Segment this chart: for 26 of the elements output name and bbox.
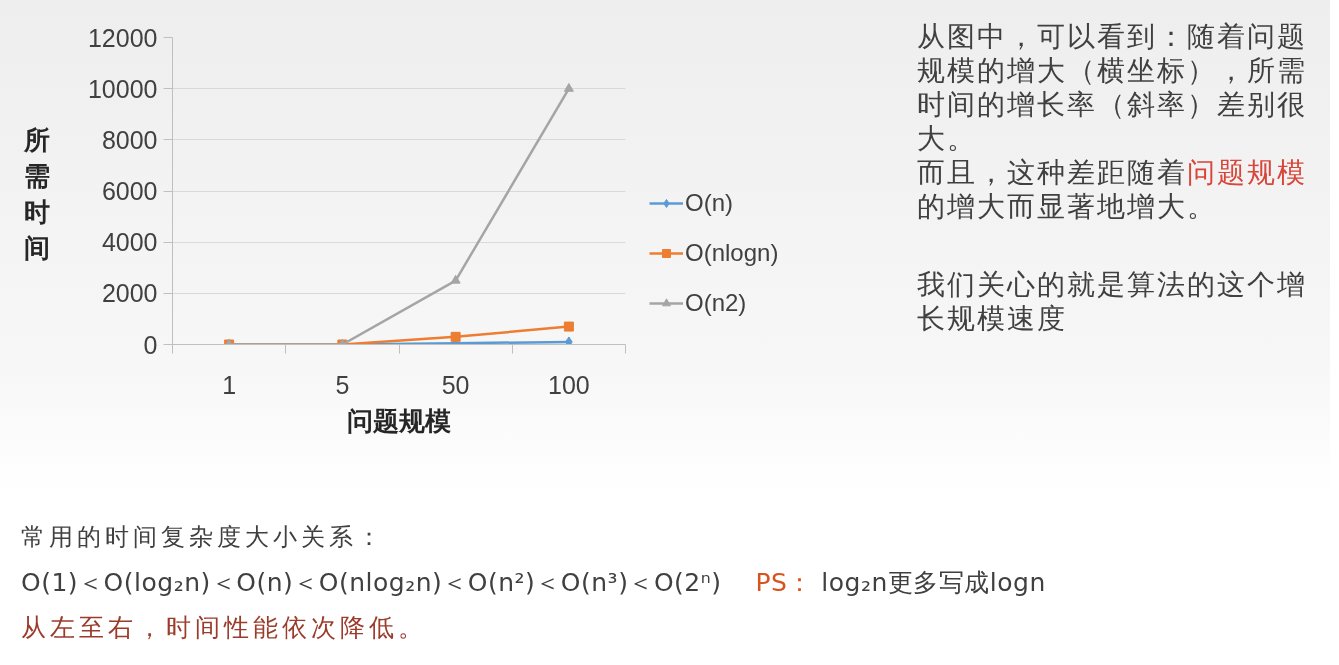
text: log₂n更多写成logn bbox=[821, 568, 1046, 597]
text: 从图中，可以看到：随着问题规模的增大（横坐标），所需时间的增长率（斜率）差别很大。 bbox=[917, 20, 1308, 156]
x-tick-label: 100 bbox=[548, 370, 590, 399]
y-tick-label: 12000 bbox=[87, 23, 158, 52]
text: 我们关心的就是算法的这个增长规模速度 bbox=[917, 268, 1308, 336]
y-tick-label: 6000 bbox=[101, 177, 158, 205]
x-tick-label: 1 bbox=[222, 370, 237, 399]
x-axis-title: 问题规模 bbox=[347, 405, 451, 436]
text: 而且，这种差距随着 bbox=[917, 156, 1187, 189]
legend-label: O(nlogn) bbox=[685, 239, 779, 267]
legend-label: O(n) bbox=[685, 189, 733, 217]
y-tick-label: 0 bbox=[143, 330, 158, 359]
text: O(1)＜O(log₂n)＜O(n)＜O(nlog₂n)＜O(n²)＜O(n³)＜O(2ⁿ) bbox=[21, 568, 722, 597]
x-tick-label: 5 bbox=[335, 370, 350, 399]
x-tick-label: 50 bbox=[441, 370, 470, 399]
text: 常用的时间复杂度大小关系： bbox=[21, 522, 386, 553]
text: 的增大而显著地增大。 bbox=[917, 190, 1217, 223]
text: 从左至右，时间性能依次降低。 bbox=[21, 613, 428, 643]
legend-label: O(n2) bbox=[685, 289, 747, 317]
text: PS： bbox=[755, 568, 813, 597]
y-tick-label: 8000 bbox=[101, 125, 158, 154]
y-tick-label: 2000 bbox=[101, 279, 158, 308]
y-tick-label: 10000 bbox=[87, 74, 158, 103]
text: 问题规模 bbox=[1187, 156, 1307, 189]
y-axis-title: 所需时间 bbox=[24, 124, 51, 265]
y-tick-label: 4000 bbox=[101, 228, 158, 257]
